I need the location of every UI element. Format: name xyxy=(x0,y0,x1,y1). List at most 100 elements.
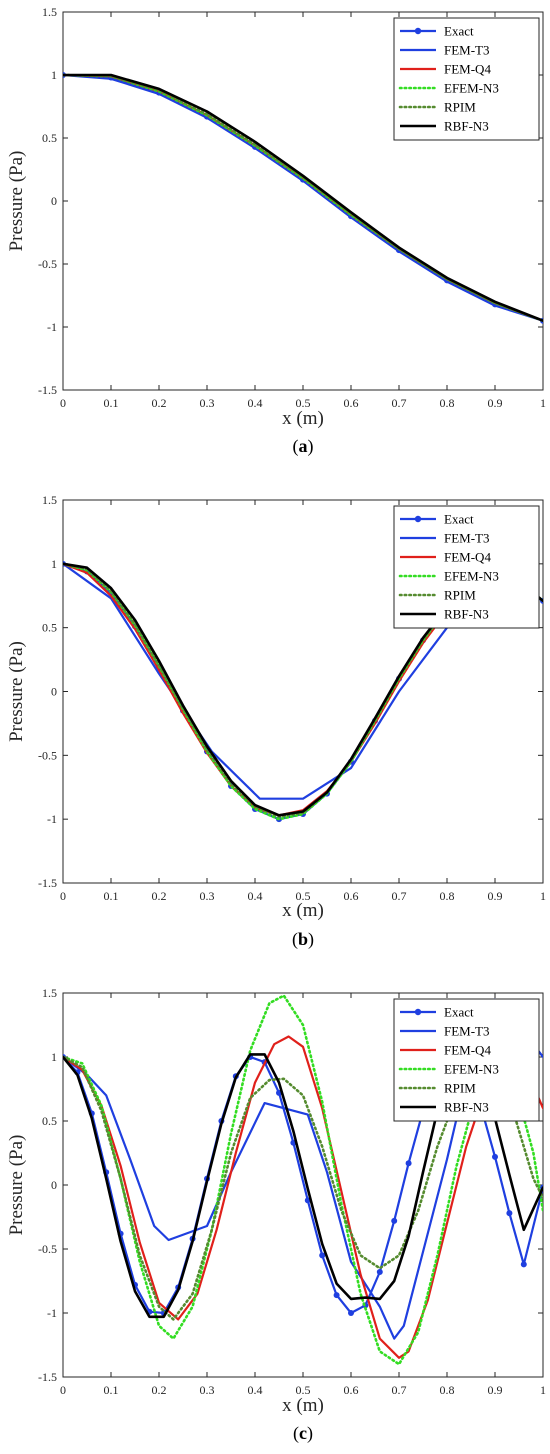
x-tick-label: 0.6 xyxy=(344,1383,359,1397)
x-tick-label: 0.3 xyxy=(200,396,215,410)
data-point-exact xyxy=(391,1217,398,1224)
x-tick-label: 0 xyxy=(60,396,66,410)
data-point-exact xyxy=(319,1252,326,1259)
chart-panel-2: 0 0.1 0.2 0.3 0.4 0.5 0.6 0.7 0.8 0.9 1 -1.5 -1 -0.5 0… xyxy=(6,493,546,950)
x-tick-label: 0.7 xyxy=(392,396,407,410)
legend-box xyxy=(393,505,540,629)
x-tick-label: 0.8 xyxy=(440,396,455,410)
x-tick-label: 0 xyxy=(60,889,66,903)
y-tick-label: -1.5 xyxy=(38,876,57,890)
x-tick-label: 0.5 xyxy=(296,396,311,410)
legend: Exact FEM-T3 FEM-Q4 EFEM-N3 RPIM RBF-N3 xyxy=(393,505,540,629)
y-tick-label: -1 xyxy=(47,1306,57,1320)
x-tick-label: 0.4 xyxy=(248,1383,263,1397)
series-line-rbf-n3 xyxy=(63,73,543,323)
y-tick-label: -1 xyxy=(47,320,57,334)
panel-caption: (a) xyxy=(293,436,314,457)
x-tick-label: 0.8 xyxy=(440,889,455,903)
x-tick-label: 0.1 xyxy=(104,889,119,903)
y-tick-label: 1.5 xyxy=(42,986,57,1000)
legend-label: FEM-Q4 xyxy=(444,550,491,565)
data-point-exact xyxy=(506,1210,513,1217)
x-tick-label: 0.3 xyxy=(200,1383,215,1397)
x-tick-label: 0.7 xyxy=(392,1383,407,1397)
legend-box xyxy=(393,998,540,1122)
data-point-exact xyxy=(405,1160,412,1167)
x-tick-label: 0.6 xyxy=(344,396,359,410)
y-tick-label: 0 xyxy=(51,194,57,208)
x-tick-label: 0.5 xyxy=(296,1383,311,1397)
y-tick-label: -0.5 xyxy=(38,748,57,762)
y-tick-label: 1 xyxy=(51,557,57,571)
data-point-exact xyxy=(520,1261,527,1268)
y-axis-label: Pressure (Pa) xyxy=(6,641,27,742)
legend-label: Exact xyxy=(444,24,474,39)
x-tick-label: 0.6 xyxy=(344,889,359,903)
legend-marker xyxy=(414,1008,422,1016)
legend-label: EFEM-N3 xyxy=(444,1062,499,1077)
x-tick-label: 0.2 xyxy=(152,889,167,903)
data-point-exact xyxy=(376,1269,383,1276)
x-tick-label: 0.2 xyxy=(152,396,167,410)
y-tick-label: 1 xyxy=(51,68,57,82)
y-tick-label: -1 xyxy=(47,812,57,826)
x-tick-label: 0.1 xyxy=(104,396,119,410)
series-line-fem-t3 xyxy=(63,73,543,322)
x-tick-label: 0.9 xyxy=(488,1383,503,1397)
legend-label: RBF-N3 xyxy=(444,1100,489,1115)
x-tick-label: 1 xyxy=(540,1383,546,1397)
x-axis-label: x (m) xyxy=(282,408,324,429)
y-tick-label: -1.5 xyxy=(38,1370,57,1384)
legend-label: RPIM xyxy=(444,100,476,115)
legend-label: FEM-Q4 xyxy=(444,62,491,77)
y-tick-label: 1 xyxy=(51,1050,57,1064)
legend-label: Exact xyxy=(444,1005,474,1020)
series-group xyxy=(63,72,543,324)
data-point-exact xyxy=(333,1292,340,1299)
x-tick-label: 0.5 xyxy=(296,889,311,903)
y-tick-label: -0.5 xyxy=(38,257,57,271)
x-tick-label: 0.3 xyxy=(200,889,215,903)
legend-label: RPIM xyxy=(444,588,476,603)
y-tick-label: 0 xyxy=(51,685,57,699)
x-tick-label: 0.1 xyxy=(104,1383,119,1397)
legend-label: FEM-T3 xyxy=(444,43,490,58)
y-axis-label: Pressure (Pa) xyxy=(6,1135,27,1236)
legend-label: Exact xyxy=(444,512,474,527)
legend-marker xyxy=(414,27,422,35)
series-line-fem-q4 xyxy=(63,1035,543,1359)
x-tick-label: 0.2 xyxy=(152,1383,167,1397)
legend-box xyxy=(393,17,540,141)
x-axis-label: x (m) xyxy=(282,900,324,921)
panel-caption: (c) xyxy=(293,1423,313,1444)
y-tick-label: 1.5 xyxy=(42,493,57,507)
legend: Exact FEM-T3 FEM-Q4 EFEM-N3 RPIM RBF-N3 xyxy=(393,17,540,141)
x-tick-label: 0 xyxy=(60,1383,66,1397)
x-tick-label: 0.9 xyxy=(488,889,503,903)
y-tick-label: 0.5 xyxy=(42,131,57,145)
chart-panel-1: 0 0.1 0.2 0.3 0.4 0.5 0.6 0.7 0.8 0.9 1 -1.5 -1 -0.5 0… xyxy=(6,5,546,457)
data-point-exact xyxy=(492,1153,498,1160)
y-tick-label: 0 xyxy=(51,1178,57,1192)
legend-label: FEM-T3 xyxy=(444,1024,490,1039)
legend-label: RPIM xyxy=(444,1081,476,1096)
data-point-exact xyxy=(348,1310,354,1316)
legend-label: RBF-N3 xyxy=(444,607,489,622)
x-axis-label: x (m) xyxy=(282,1395,324,1416)
panel-caption: (b) xyxy=(292,929,314,950)
legend-marker xyxy=(414,515,422,523)
legend-label: EFEM-N3 xyxy=(444,569,499,584)
x-tick-label: 0.4 xyxy=(248,396,263,410)
legend-label: EFEM-N3 xyxy=(444,81,499,96)
x-tick-label: 0.4 xyxy=(248,889,263,903)
legend-label: RBF-N3 xyxy=(444,119,489,134)
x-tick-label: 1 xyxy=(540,889,546,903)
legend-label: FEM-Q4 xyxy=(444,1043,491,1058)
legend-label: FEM-T3 xyxy=(444,531,490,546)
y-tick-label: -0.5 xyxy=(38,1242,57,1256)
x-tick-label: 0.9 xyxy=(488,396,503,410)
x-tick-label: 0.8 xyxy=(440,1383,455,1397)
x-tick-label: 0.7 xyxy=(392,889,407,903)
